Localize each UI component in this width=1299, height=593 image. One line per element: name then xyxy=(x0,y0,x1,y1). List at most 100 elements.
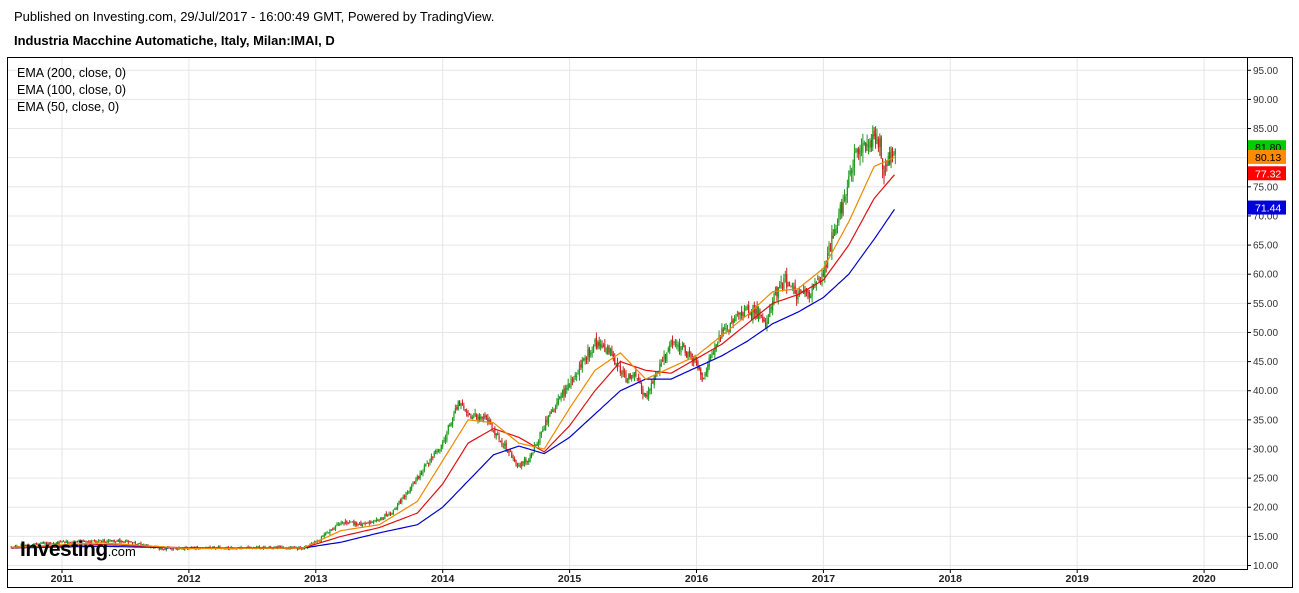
candle-body xyxy=(659,364,661,371)
candle-body xyxy=(705,371,707,376)
candle-body xyxy=(516,465,519,467)
candle-body xyxy=(473,417,475,419)
candle-body xyxy=(480,416,482,419)
candle-body xyxy=(365,523,368,525)
candle-body xyxy=(604,344,606,352)
candle-body xyxy=(835,228,837,234)
candle-body xyxy=(107,540,110,542)
candle-body xyxy=(47,542,49,544)
candle-body xyxy=(893,154,895,156)
candle-body xyxy=(430,456,433,461)
candle-body xyxy=(418,476,420,479)
candle-body xyxy=(876,137,878,142)
candle-body xyxy=(707,365,709,373)
candle-body xyxy=(537,440,540,444)
chart-title[interactable]: Industria Macchine Automatiche, Italy, M… xyxy=(14,33,335,48)
legend-ema-100[interactable]: EMA (100, close, 0) xyxy=(17,83,127,97)
candle-body xyxy=(773,293,775,303)
candle-body xyxy=(353,520,355,525)
candle-body xyxy=(521,461,523,467)
candle-body xyxy=(724,327,726,330)
candle-body xyxy=(669,345,671,352)
candle-body xyxy=(772,301,774,311)
candle-body xyxy=(279,546,282,548)
candle-body xyxy=(429,459,431,464)
candle-body xyxy=(364,523,366,525)
candle-body xyxy=(281,546,283,548)
candle-body xyxy=(360,522,362,526)
candle-body xyxy=(23,544,25,546)
candle-body xyxy=(428,463,430,465)
candle-body xyxy=(85,540,87,542)
legend-ema-200[interactable]: EMA (200, close, 0) xyxy=(17,66,127,80)
candle-body xyxy=(375,519,378,522)
candle-body xyxy=(450,423,452,426)
y-tick-label: 60.00 xyxy=(1253,270,1278,281)
candle-body xyxy=(533,445,535,452)
candle-body xyxy=(673,344,675,346)
candle-body xyxy=(81,540,83,544)
candle-body xyxy=(408,491,410,493)
candle-body xyxy=(890,148,892,163)
candle-body xyxy=(457,401,459,411)
candle-body xyxy=(704,374,706,376)
candle-body xyxy=(95,540,97,543)
candle-body xyxy=(664,354,667,359)
candle-body xyxy=(122,541,124,543)
badge-label: 77.32 xyxy=(1255,168,1281,180)
candle-body xyxy=(797,294,799,299)
candle-body xyxy=(618,365,620,367)
x-tick-label: 2019 xyxy=(1066,573,1090,585)
candle-body xyxy=(351,521,354,523)
candle-body xyxy=(858,148,860,154)
ema-lines xyxy=(11,156,895,550)
candle-body xyxy=(322,536,324,537)
candle-body xyxy=(137,543,139,545)
candle-body xyxy=(674,342,676,343)
candle-body xyxy=(514,458,516,462)
candle-body xyxy=(161,548,163,550)
candle-body xyxy=(804,290,806,297)
candle-body xyxy=(451,418,454,425)
candle-body xyxy=(686,352,688,358)
candle-body xyxy=(870,140,872,148)
candle-body xyxy=(846,186,848,196)
x-tick-label: 2016 xyxy=(685,573,709,585)
candle-body xyxy=(663,355,665,360)
candle-body xyxy=(402,496,404,499)
candle-body xyxy=(621,372,623,375)
candle-body xyxy=(884,165,887,174)
candle-body xyxy=(171,549,173,551)
candle-body xyxy=(670,339,672,346)
candle-body xyxy=(363,522,365,524)
plot-frame xyxy=(7,57,1248,570)
y-tick-label: 35.00 xyxy=(1253,415,1278,426)
candle-body xyxy=(344,520,347,525)
candle-body xyxy=(578,365,581,377)
candle-body xyxy=(426,463,428,464)
candle-body xyxy=(177,547,179,550)
candle-body xyxy=(829,248,832,250)
candle-body xyxy=(591,352,593,353)
ema-100-badge: 77.32 xyxy=(1248,166,1286,181)
candle-body xyxy=(467,414,469,416)
investing-logo: Investing.com xyxy=(20,538,136,561)
candle-body xyxy=(817,278,819,280)
candle-body xyxy=(412,482,414,485)
candle-body xyxy=(587,349,589,360)
candle-body xyxy=(387,514,389,517)
candle-body xyxy=(75,541,77,543)
candle-body xyxy=(841,202,843,214)
legend-ema-50[interactable]: EMA (50, close, 0) xyxy=(17,100,120,114)
candle-body xyxy=(660,362,662,367)
candle-body xyxy=(554,407,557,410)
candle-body xyxy=(440,444,442,450)
candle-body xyxy=(626,379,629,383)
candle-body xyxy=(619,365,621,373)
candle-body xyxy=(588,347,590,357)
candle-body xyxy=(647,389,650,399)
candle-body xyxy=(57,541,59,544)
candle-body xyxy=(560,393,562,398)
y-tick-label: 55.00 xyxy=(1253,299,1278,310)
